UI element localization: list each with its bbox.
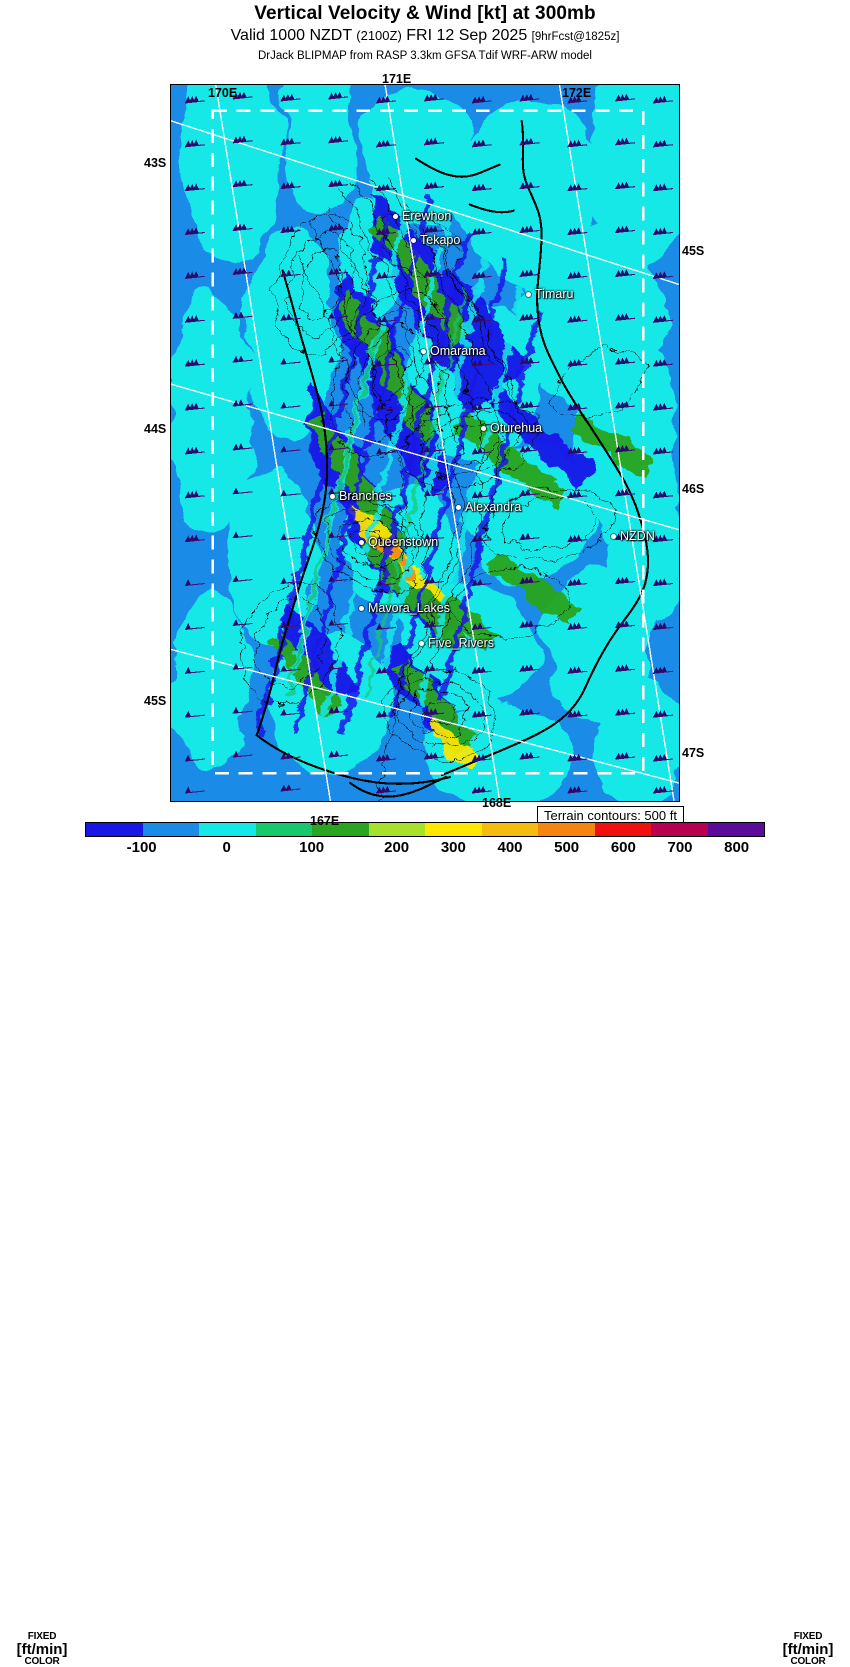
valid-time-line: Valid 1000 NZDT (2100Z) FRI 12 Sep 2025 … [0, 26, 850, 47]
colorbar-segment-0 [86, 823, 143, 836]
colorbar-segment-1 [142, 823, 199, 836]
colorbar-fixed-label-right: FIXED [793, 1631, 823, 1642]
colorbar-unit-right: FIXED [ft/min] COLOR [768, 1632, 848, 1667]
graticule-label: 47S [682, 746, 705, 760]
colorbar-segment-2 [199, 823, 256, 836]
forecast-hour-tag: [9hrFcst@1825z] [531, 31, 620, 43]
colorbar-segment-11 [707, 823, 764, 836]
graticule-label: 167E [310, 814, 340, 828]
colorbar-tick-9: 800 [724, 839, 750, 856]
title-block: Vertical Velocity & Wind [kt] at 300mb V… [0, 0, 850, 63]
graticule-label: 45S [682, 244, 705, 258]
colorbar-tick-5: 400 [497, 839, 523, 856]
graticule-label: 45S [144, 694, 167, 708]
colorbar-fixed-label-left: FIXED [27, 1631, 57, 1642]
graticule-label: 170E [208, 86, 238, 100]
colorbar-segment-4 [312, 823, 369, 836]
colorbar-tick-1: 0 [222, 839, 231, 856]
terrain-contour-legend: Terrain contours: 500 ft [537, 806, 684, 827]
colorbar-tick-labels: -100 0 100 200 300 400 500 600 700 800 [85, 839, 765, 859]
colorbar-tick-3: 200 [384, 839, 410, 856]
colorbar-tick-0: -100 [126, 839, 157, 856]
colorbar-units-right: [ft/min] [782, 1641, 834, 1658]
graticule-label: 172E [562, 86, 592, 100]
colorbar-tick-7: 600 [610, 839, 636, 856]
graticule-label: 44S [144, 422, 167, 436]
colorbar-color-label-left: COLOR [24, 1656, 60, 1667]
terrain-contour-legend-text: Terrain contours: 500 ft [544, 808, 677, 823]
model-credit: DrJack BLIPMAP from RASP 3.3km GFSA Tdif… [257, 50, 592, 62]
valid-time-local: Valid 1000 NZDT [230, 27, 352, 44]
graticule-label: 168E [482, 796, 512, 810]
colorbar-unit-left: FIXED [ft/min] COLOR [2, 1632, 82, 1667]
colorbar-segment-8 [538, 823, 595, 836]
map-canvas [171, 85, 679, 801]
colorbar-segment-6 [425, 823, 482, 836]
colorbar-tick-6: 500 [554, 839, 580, 856]
colorbar-segment-9 [594, 823, 651, 836]
graticule-label: 171E [382, 72, 412, 86]
colorbar-segment-5 [368, 823, 425, 836]
valid-date: FRI 12 Sep 2025 [406, 27, 528, 44]
colorbar-gradient[interactable] [85, 822, 765, 837]
colorbar-color-label-right: COLOR [790, 1656, 826, 1667]
colorbar-segment-3 [255, 823, 312, 836]
graticule-label: 46S [682, 482, 705, 496]
colorbar-tick-2: 100 [299, 839, 325, 856]
page-title: Vertical Velocity & Wind [kt] at 300mb [254, 3, 596, 24]
colorbar-area: FIXED [ft/min] COLOR -100 0 100 200 300 400 50… [0, 820, 850, 1667]
colorbar-segment-7 [481, 823, 538, 836]
colorbar-segment-10 [651, 823, 708, 836]
colorbar-tick-4: 300 [440, 839, 466, 856]
colorbar-units-left: [ft/min] [16, 1641, 68, 1658]
colorbar-tick-8: 700 [667, 839, 693, 856]
graticule-label: 43S [144, 156, 167, 170]
valid-time-utc: (2100Z) [356, 28, 402, 43]
weather-map[interactable]: Erewhon Timaru Tekapo Omarama Oturehua Branch… [170, 84, 680, 802]
